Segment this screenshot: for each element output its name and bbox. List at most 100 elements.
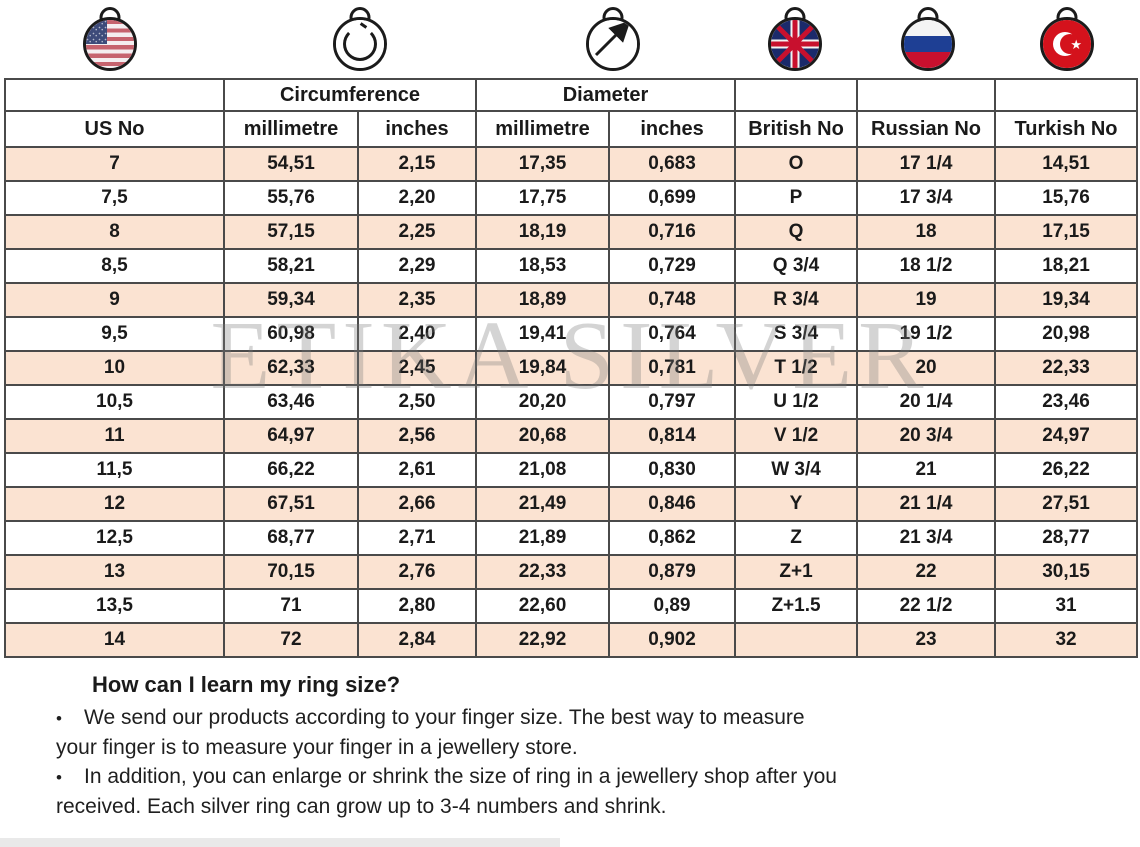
cell-british-no: Q 3/4: [734, 248, 859, 284]
cell-british-no: Z+1: [734, 554, 859, 590]
cell-british-no: [734, 622, 859, 658]
column-header-circumference-mm: millimetre: [223, 110, 359, 148]
cell-circumference-mm: 58,21: [223, 248, 359, 284]
table-row: 13 70,15 2,76 22,33 0,879 Z+1 22 30,15: [4, 554, 1139, 590]
cell-circumference-inches: 2,71: [357, 520, 477, 556]
table-group-header-row: Circumference Diameter: [4, 78, 1139, 112]
cell-diameter-mm: 18,19: [475, 214, 610, 250]
table-row: 14 72 2,84 22,92 0,902 23 32: [4, 622, 1139, 658]
cell-circumference-inches: 2,61: [357, 452, 477, 488]
cell-russian-no: 19: [856, 282, 997, 318]
cell-turkish-no: 30,15: [994, 554, 1139, 590]
cell-circumference-inches: 2,50: [357, 384, 477, 420]
cell-diameter-inches: 0,764: [607, 316, 737, 352]
cell-british-no: W 3/4: [734, 452, 859, 488]
cell-turkish-no: 15,76: [994, 180, 1139, 216]
footer-notes: How can I learn my ring size? • We send o…: [0, 672, 1140, 823]
diameter-arrow-icon: [594, 20, 631, 57]
cell-diameter-mm: 22,92: [475, 622, 610, 658]
cell-diameter-mm: 22,33: [475, 554, 610, 590]
cell-circumference-mm: 54,51: [223, 146, 359, 182]
cell-russian-no: 20 1/4: [856, 384, 997, 420]
table-header-row: US No millimetre inches millimetre inche…: [4, 110, 1139, 148]
footer-bullet-1-line-1: We send our products according to your f…: [84, 706, 805, 729]
cell-turkish-no: 22,33: [994, 350, 1139, 386]
cell-turkish-no: 28,77: [994, 520, 1139, 556]
cell-us-no: 10: [4, 350, 225, 386]
column-header-diameter-inches: inches: [607, 110, 737, 148]
cell-diameter-mm: 21,49: [475, 486, 610, 522]
cell-diameter-mm: 20,20: [475, 384, 610, 420]
table-row: 8,5 58,21 2,29 18,53 0,729 Q 3/4 18 1/2 18,21: [4, 248, 1139, 284]
column-header-british-no: British No: [734, 110, 859, 148]
cell-circumference-mm: 66,22: [223, 452, 359, 488]
cell-us-no: 7: [4, 146, 225, 182]
cell-circumference-mm: 67,51: [223, 486, 359, 522]
cell-us-no: 10,5: [4, 384, 225, 420]
cell-diameter-inches: 0,862: [607, 520, 737, 556]
group-cell-empty-british: [734, 78, 859, 112]
cell-russian-no: 21 1/4: [856, 486, 997, 522]
cell-diameter-inches: 0,699: [607, 180, 737, 216]
column-header-us-no: US No: [4, 110, 225, 148]
cell-diameter-mm: 21,89: [475, 520, 610, 556]
cell-turkish-no: 32: [994, 622, 1139, 658]
cell-russian-no: 21: [856, 452, 997, 488]
cell-turkish-no: 31: [994, 588, 1139, 624]
cell-circumference-mm: 68,77: [223, 520, 359, 556]
cell-turkish-no: 27,51: [994, 486, 1139, 522]
cell-circumference-inches: 2,20: [357, 180, 477, 216]
ring-size-table: Circumference Diameter US No millimetre …: [4, 78, 1139, 658]
footer-bullet-2: • In addition, you can enlarge or shrink …: [56, 763, 1140, 791]
cell-diameter-inches: 0,716: [607, 214, 737, 250]
cell-circumference-mm: 62,33: [223, 350, 359, 386]
table-row: 12 67,51 2,66 21,49 0,846 Y 21 1/4 27,51: [4, 486, 1139, 522]
circumference-icon: [325, 4, 395, 74]
cell-british-no: R 3/4: [734, 282, 859, 318]
cell-british-no: Z+1.5: [734, 588, 859, 624]
cell-diameter-inches: 0,879: [607, 554, 737, 590]
cell-diameter-mm: 17,75: [475, 180, 610, 216]
cell-circumference-inches: 2,66: [357, 486, 477, 522]
cell-circumference-mm: 63,46: [223, 384, 359, 420]
cell-diameter-mm: 19,84: [475, 350, 610, 386]
cell-circumference-inches: 2,29: [357, 248, 477, 284]
table-row: 11,5 66,22 2,61 21,08 0,830 W 3/4 21 26,22: [4, 452, 1139, 488]
cell-us-no: 11,5: [4, 452, 225, 488]
table-row: 7 54,51 2,15 17,35 0,683 O 17 1/4 14,51: [4, 146, 1139, 182]
cell-british-no: Z: [734, 520, 859, 556]
footer-bullet-2-line-2: received. Each silver ring can grow up t…: [56, 795, 667, 819]
cell-british-no: V 1/2: [734, 418, 859, 454]
cell-turkish-no: 26,22: [994, 452, 1139, 488]
cell-russian-no: 23: [856, 622, 997, 658]
cell-british-no: U 1/2: [734, 384, 859, 420]
flag-tr-icon: ★: [1032, 4, 1102, 74]
group-cell-empty-russian: [856, 78, 997, 112]
group-cell-empty-us: [4, 78, 225, 112]
cell-us-no: 8,5: [4, 248, 225, 284]
cell-turkish-no: 17,15: [994, 214, 1139, 250]
cell-circumference-inches: 2,15: [357, 146, 477, 182]
cell-diameter-inches: 0,89: [607, 588, 737, 624]
group-header-diameter: Diameter: [474, 78, 737, 112]
table-row: 10 62,33 2,45 19,84 0,781 T 1/2 20 22,33: [4, 350, 1139, 386]
cell-circumference-inches: 2,35: [357, 282, 477, 318]
cell-british-no: O: [734, 146, 859, 182]
cell-russian-no: 22: [856, 554, 997, 590]
cell-circumference-mm: 60,98: [223, 316, 359, 352]
cell-diameter-inches: 0,814: [607, 418, 737, 454]
table-row: 8 57,15 2,25 18,19 0,716 Q 18 17,15: [4, 214, 1139, 250]
cell-circumference-mm: 72: [223, 622, 359, 658]
cell-russian-no: 22 1/2: [856, 588, 997, 624]
cell-us-no: 8: [4, 214, 225, 250]
table-body: 7 54,51 2,15 17,35 0,683 O 17 1/4 14,51 7,5 55,76…: [4, 146, 1139, 658]
cell-us-no: 13: [4, 554, 225, 590]
group-cell-empty-turkish: [994, 78, 1139, 112]
diameter-icon: [578, 4, 648, 74]
cell-circumference-mm: 64,97: [223, 418, 359, 454]
cell-us-no: 12,5: [4, 520, 225, 556]
group-header-circumference: Circumference: [223, 78, 477, 112]
cell-circumference-mm: 57,15: [223, 214, 359, 250]
footer-bullet-2-line-1: In addition, you can enlarge or shrink t…: [84, 765, 837, 789]
